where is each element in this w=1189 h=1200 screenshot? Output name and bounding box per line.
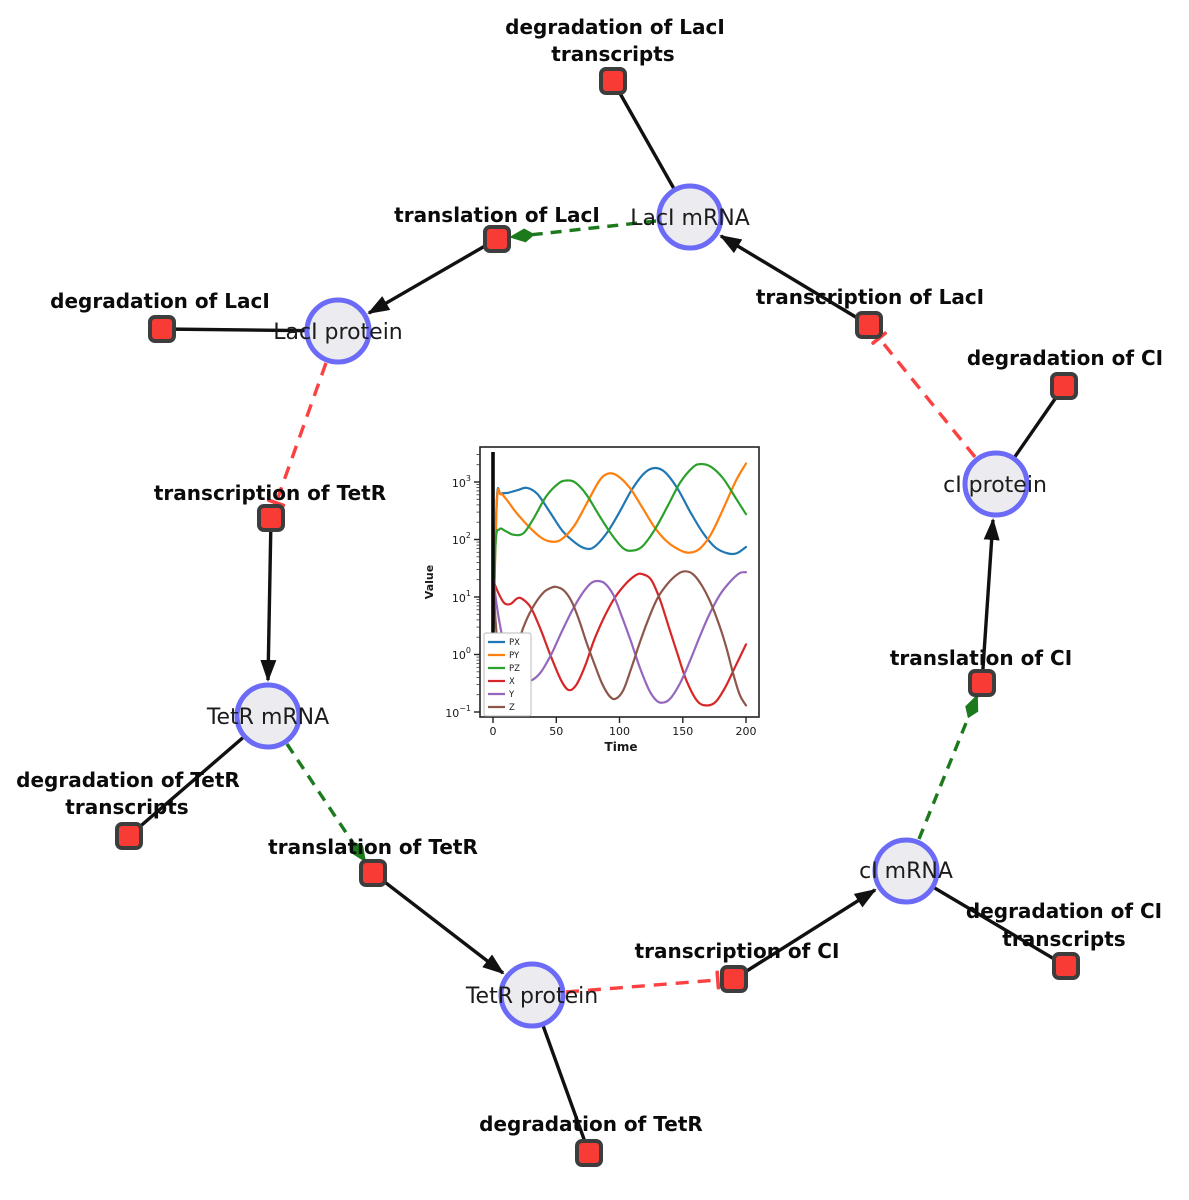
- legend-label-py: PY: [509, 651, 520, 661]
- edge-transcriptionlaci-lacimrna-production: [719, 234, 870, 327]
- legend-box: [483, 632, 532, 717]
- x-tick-0: 0: [490, 725, 497, 738]
- species-node-ci-protein: [962, 450, 1030, 518]
- y-axis-title: Value: [423, 565, 436, 599]
- reaction-node-transcription-laci: [855, 311, 883, 339]
- species-node-laci-protein: [304, 297, 372, 365]
- x-tick-100: 100: [609, 725, 630, 738]
- legend-label-y: Y: [508, 690, 515, 700]
- species-node-ci-mrna: [872, 837, 940, 905]
- label-deg-ci-transcripts-line2: transcripts: [1002, 927, 1125, 951]
- plot-legend: PX PY PZ X Y Z: [483, 632, 532, 717]
- reaction-node-translation-ci: [968, 669, 996, 697]
- label-translation-tetr: translation of TetR: [268, 835, 478, 859]
- label-deg-ci: degradation of CI: [967, 346, 1163, 370]
- edge-ciprotein-transcriptionlaci-inhibition: [871, 331, 977, 459]
- label-tetr-protein: TetR protein: [465, 984, 598, 1009]
- reaction-node-translation-tetr: [359, 859, 387, 887]
- edge-tetrmrna-translationtetr-activation: [285, 743, 367, 863]
- label-deg-laci-transcripts-line2: transcripts: [551, 42, 674, 66]
- label-deg-tetr-transcripts-line2: transcripts: [65, 795, 188, 819]
- label-laci-mrna: LacI mRNA: [630, 206, 750, 231]
- species-node-tetr-protein: [498, 961, 566, 1029]
- y-axis-ticks: [474, 481, 480, 713]
- edge-translationci-ciprotein-production: [980, 518, 1000, 684]
- edge-cimrna-translationci-activation: [917, 694, 979, 840]
- species-node-laci-mrna: [656, 183, 724, 251]
- reaction-node-deg-laci-transcripts: [599, 67, 627, 95]
- label-transcription-tetr: transcription of TetR: [154, 481, 386, 505]
- reaction-node-deg-tetr-transcripts: [115, 822, 143, 850]
- label-ci-mrna: cI mRNA: [859, 859, 953, 884]
- label-deg-tetr: degradation of TetR: [479, 1112, 703, 1136]
- label-laci-protein: LacI protein: [273, 320, 403, 345]
- chart-curve-PZ: [491, 462, 748, 656]
- reaction-node-deg-ci: [1050, 372, 1078, 400]
- x-axis-ticks: [492, 717, 747, 723]
- label-deg-tetr-transcripts-line1: degradation of TetR: [16, 768, 240, 792]
- edge-lacimrna-translationlaci-activation: [509, 219, 657, 243]
- chart-curve-PY: [491, 462, 748, 656]
- y-tick-1e3: 103: [452, 474, 471, 490]
- chart-curve-X: [491, 572, 748, 707]
- chart-curve-PX: [491, 466, 748, 639]
- reaction-node-transcription-ci: [720, 965, 748, 993]
- species-node-tetr-mrna: [234, 682, 302, 750]
- label-deg-laci-transcripts-line1: degradation of LacI: [505, 15, 725, 39]
- edge-transcriptionci-cimrna-production: [733, 888, 877, 981]
- reaction-node-transcription-tetr: [257, 504, 285, 532]
- reaction-node-deg-ci-transcripts: [1052, 952, 1080, 980]
- label-transcription-ci: transcription of CI: [635, 939, 840, 963]
- timecourse-plot: 0 50 100 150 200 103 102 101 100 10−1 Ti…: [423, 446, 760, 754]
- reaction-node-translation-laci: [483, 225, 511, 253]
- label-deg-laci: degradation of LacI: [50, 289, 270, 313]
- x-tick-200: 200: [736, 725, 757, 738]
- legend-label-x: X: [509, 677, 515, 687]
- edge-transcriptiontetr-tetrmrna-production: [260, 517, 277, 682]
- y-tick-1e0: 100: [452, 646, 471, 662]
- x-axis-title: Time: [605, 740, 638, 754]
- label-deg-ci-transcripts-line1: degradation of CI: [966, 899, 1162, 923]
- legend-label-px: PX: [509, 638, 520, 648]
- legend-label-pz: PZ: [509, 664, 520, 674]
- label-translation-ci: translation of CI: [890, 646, 1072, 670]
- label-transcription-laci: transcription of LacI: [756, 285, 984, 309]
- edge-translationlaci-laciprotein-production: [367, 237, 498, 315]
- y-tick-1e1: 101: [452, 589, 471, 605]
- x-tick-50: 50: [549, 725, 563, 738]
- edge-translationtetr-tetrprotein-production: [371, 871, 505, 975]
- edge-laciprotein-transcriptiontetr-inhibition: [266, 362, 328, 508]
- y-tick-1e2: 102: [452, 531, 471, 547]
- y-axis-minor-ticks: [476, 454, 480, 696]
- legend-label-z: Z: [509, 703, 515, 713]
- label-ci-protein: cI protein: [943, 473, 1047, 498]
- reaction-node-deg-tetr: [575, 1139, 603, 1167]
- label-translation-laci: translation of LacI: [394, 203, 600, 227]
- reaction-node-deg-laci: [148, 315, 176, 343]
- y-tick-1e-1: 10−1: [445, 704, 471, 720]
- x-tick-150: 150: [672, 725, 693, 738]
- edge-tetrprotein-transcriptionci-inhibition: [565, 970, 721, 994]
- label-tetr-mrna: TetR mRNA: [206, 705, 329, 730]
